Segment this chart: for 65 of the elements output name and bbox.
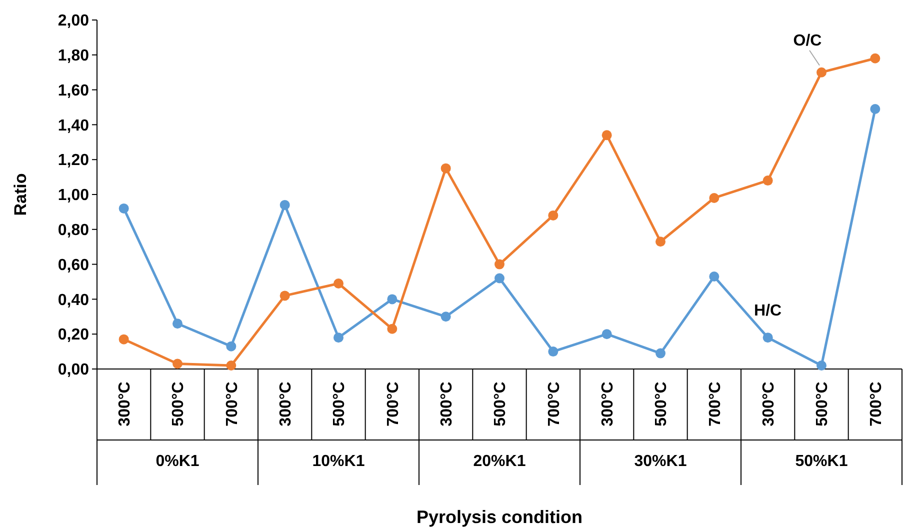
y-tick-label: 1,60: [58, 82, 90, 100]
y-tick-label: 2,00: [58, 12, 90, 30]
point: [602, 130, 612, 140]
point: [656, 348, 666, 358]
y-tick-label: 1,80: [58, 48, 90, 64]
point: [548, 210, 558, 220]
series-label: O/C: [793, 32, 822, 50]
point: [816, 67, 826, 78]
text: 30%K1: [634, 453, 687, 470]
point: [709, 272, 720, 282]
point: [494, 273, 504, 284]
point: [334, 278, 344, 288]
x-tick-label: 500°C: [814, 381, 832, 426]
point: [602, 329, 612, 340]
point: [762, 332, 773, 343]
x-tick-label: 300°C: [599, 381, 616, 426]
x-tick-label: 700°C: [224, 381, 241, 426]
x-tick-label: 700°C: [706, 381, 724, 426]
point: [440, 312, 451, 322]
point: [172, 358, 182, 369]
point: [280, 200, 290, 210]
text: 20%K1: [473, 453, 526, 470]
y-tick-label: 0,00: [58, 362, 90, 379]
point: [548, 346, 558, 357]
point: [709, 192, 720, 203]
point: [870, 104, 880, 114]
point: [387, 294, 398, 304]
y-tick-label: 1,40: [58, 117, 90, 134]
point: [494, 259, 504, 270]
text: 0%K1: [156, 453, 200, 470]
x-tick-label: 500°C: [492, 381, 510, 426]
point: [334, 332, 344, 343]
x-tick-label: 300°C: [438, 381, 456, 426]
series-label: H/C: [754, 302, 782, 320]
point: [816, 360, 826, 371]
point: [280, 290, 290, 301]
point: [870, 53, 880, 64]
point: [118, 334, 129, 344]
x-tick-label: 300°C: [277, 381, 294, 426]
y-tick-label: 0,20: [58, 326, 90, 344]
x-axis-title: Pyrolysis condition: [416, 507, 583, 527]
x-tick-label: 500°C: [331, 381, 348, 426]
point: [226, 360, 236, 371]
y-tick-label: 0,80: [58, 222, 90, 239]
x-tick-label: 700°C: [868, 381, 885, 426]
x-tick-label: 300°C: [116, 381, 134, 426]
x-tick-label: 700°C: [384, 381, 402, 426]
y-tick-label: 1,00: [58, 187, 90, 204]
point: [440, 163, 451, 174]
text: 50%K1: [795, 453, 848, 470]
x-tick-label: 500°C: [653, 381, 670, 426]
x-tick-label: 700°C: [546, 381, 563, 426]
point: [226, 341, 236, 352]
point: [118, 203, 129, 214]
point: [387, 324, 398, 334]
point: [762, 176, 773, 186]
point: [656, 236, 666, 247]
x-tick-label: 500°C: [170, 381, 188, 426]
y-tick-label: 1,20: [58, 152, 90, 170]
x-tick-label: 300°C: [760, 381, 778, 426]
y-tick-label: 0,40: [58, 292, 90, 309]
text: 10%K1: [312, 453, 365, 470]
point: [172, 318, 182, 329]
y-tick-label: 0,60: [58, 256, 90, 274]
y-axis-title: Ratio: [11, 173, 30, 216]
